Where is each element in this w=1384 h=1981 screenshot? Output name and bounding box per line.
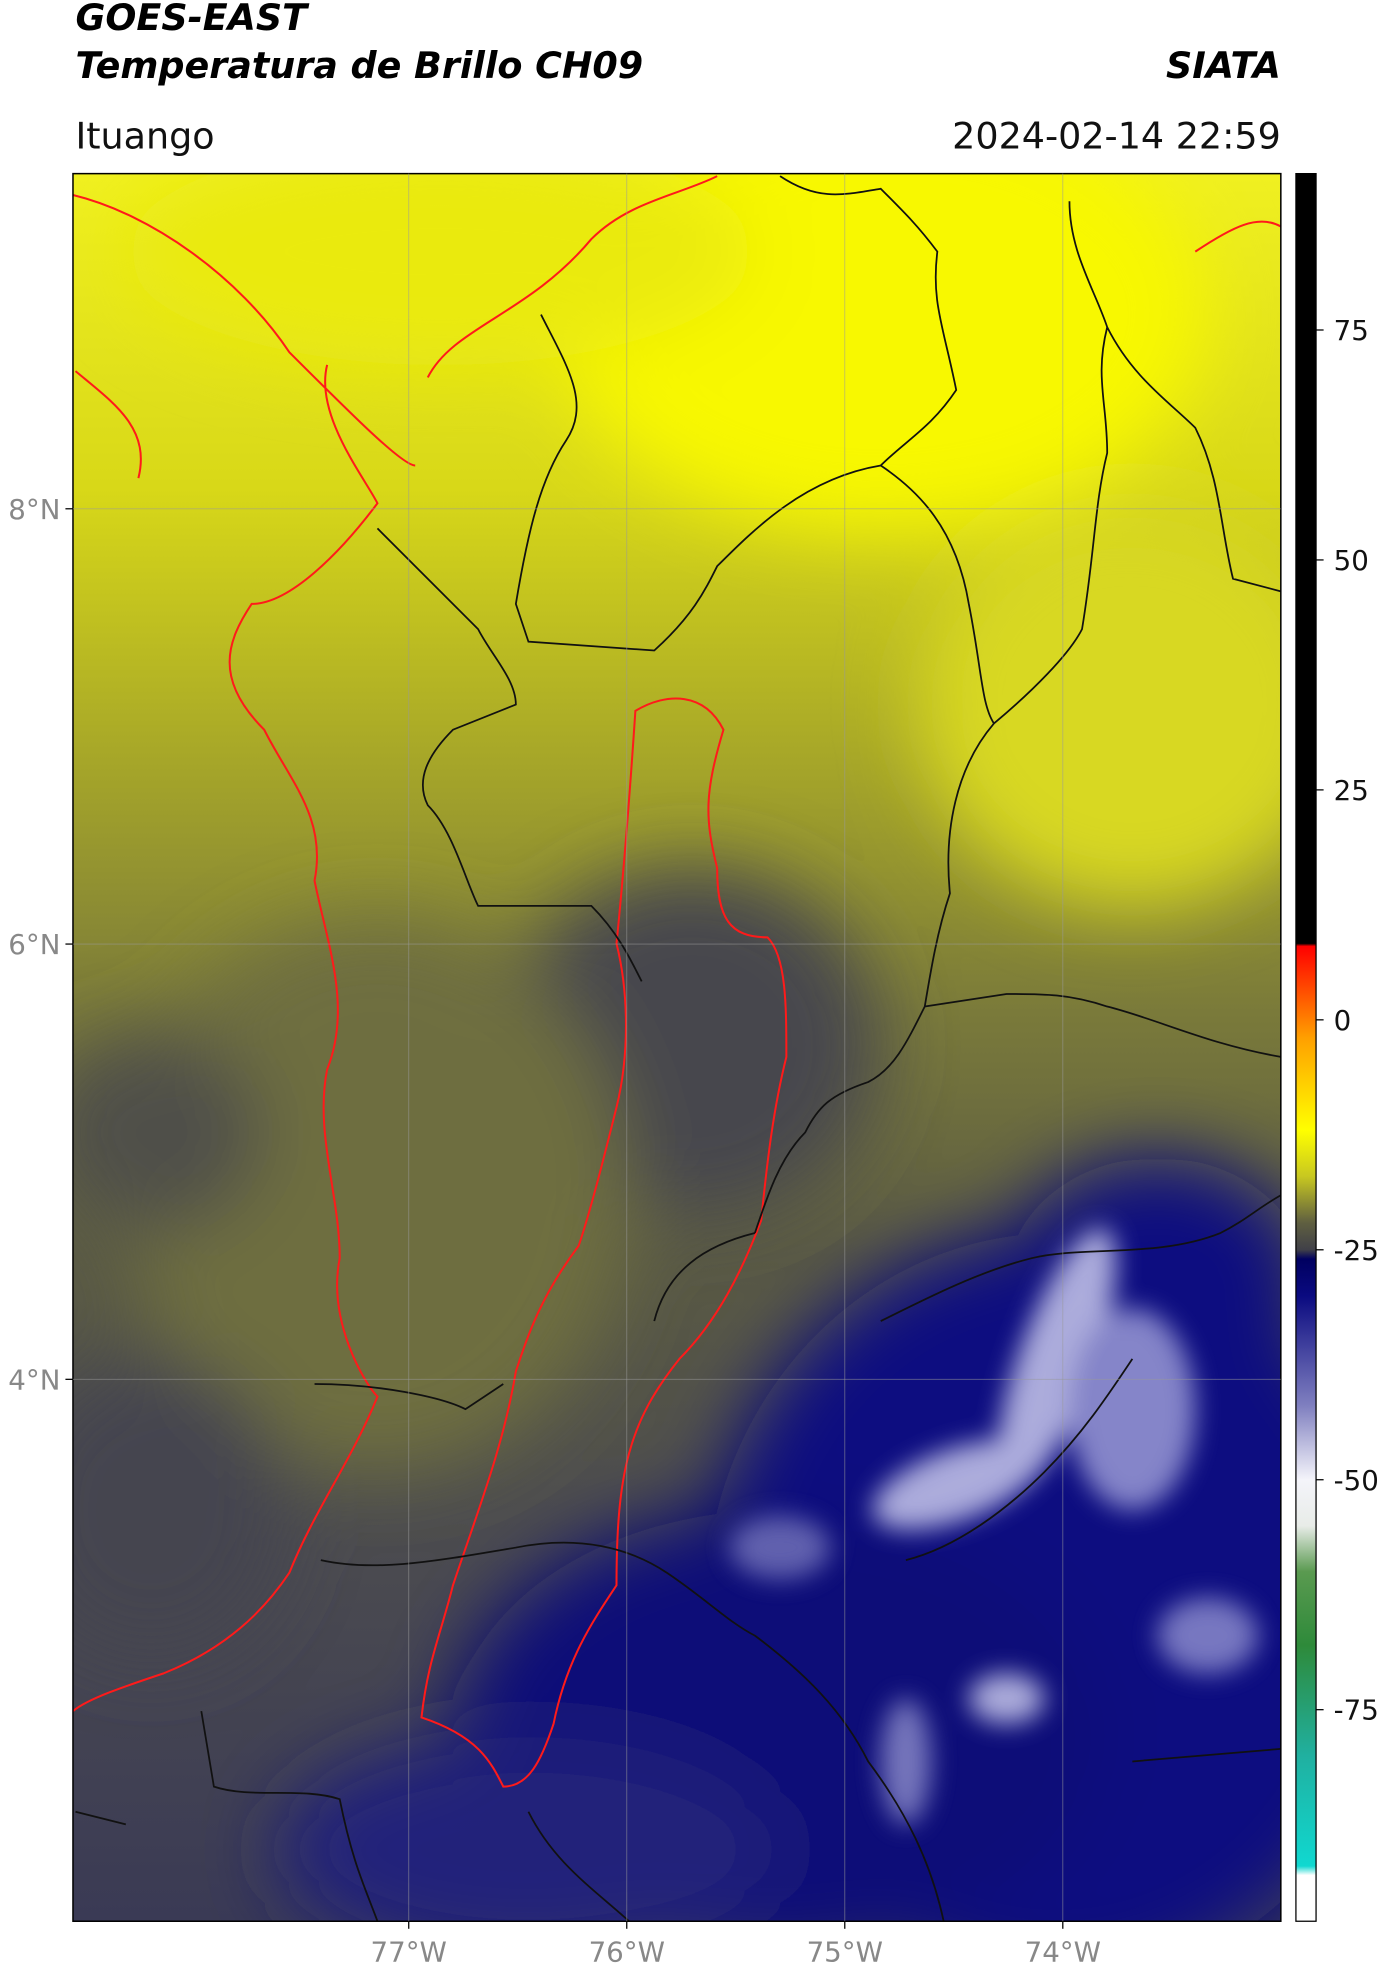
y-tick-label: 6°N [8,928,60,961]
x-tick-label: 76°W [589,1935,665,1968]
brand: SIATA [1166,44,1281,87]
colorbar-tick-label: -50 [1334,1464,1379,1497]
title: GOES-EAST [75,0,310,39]
datetime: 2024-02-14 22:59 [952,114,1281,157]
colorbar-tick-label: 50 [1334,544,1369,577]
x-tick-label: 75°W [807,1935,883,1968]
colorbar-tick-label: -25 [1334,1234,1379,1267]
colorbar-tick-label: 75 [1334,314,1369,347]
x-tick-label: 77°W [371,1935,447,1968]
colorbar-tick-label: 25 [1334,774,1369,807]
grid: 77°W 76°W 75°W 74°W 8°N 6°N 4°N [8,173,1281,1968]
x-tick-label: 74°W [1025,1935,1101,1968]
map-image [72,173,1281,1922]
map-frame [72,172,1282,1922]
y-tick-label: 4°N [8,1363,60,1396]
colorbar-tick-label: -75 [1334,1694,1379,1727]
subtitle: Temperatura de Brillo CH09 [75,44,643,87]
y-tick-label: 8°N [8,493,60,526]
colorbar-gradient [1295,172,1317,1922]
colorbar: 75 50 25 0 -25 -50 -75 [1295,172,1379,1922]
colorbar-tick-label: 0 [1334,1004,1352,1037]
location: Ituango [75,114,214,157]
